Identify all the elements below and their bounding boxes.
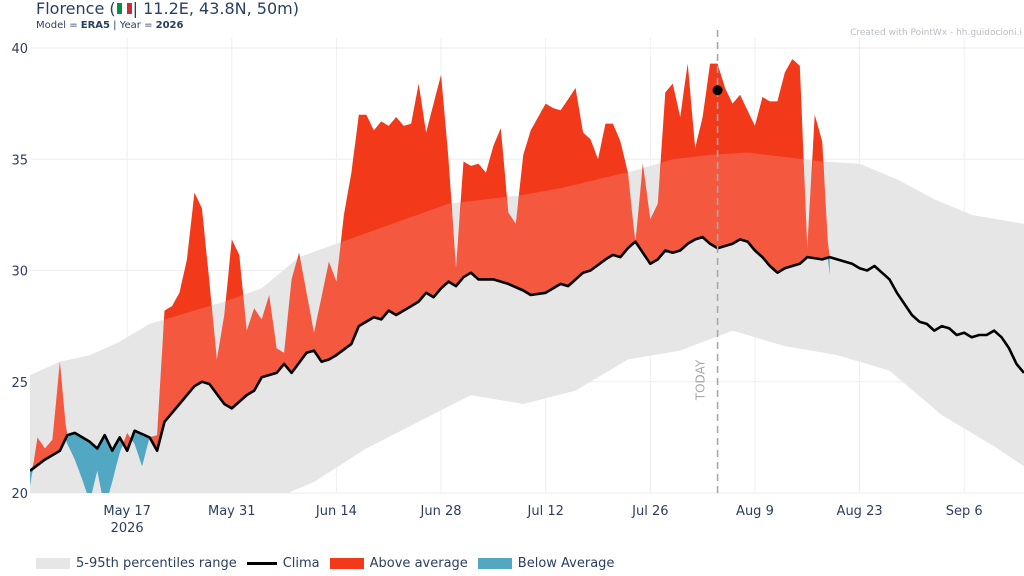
x-tick-label: Aug 9: [736, 504, 774, 519]
above-average-area: [30, 59, 830, 471]
x-tick-label: May 17: [103, 504, 151, 519]
y-tick-label: 20: [11, 487, 28, 502]
x-tick-sublabel: 2026: [111, 521, 144, 536]
below-average-area: [30, 237, 830, 493]
model-value: ERA5: [80, 20, 110, 31]
location-text: | 11.2E, 43.8N, 50m): [132, 0, 299, 18]
chart-title: Florence (| 11.2E, 43.8N, 50m): [36, 0, 299, 18]
clima-swatch: [246, 561, 277, 565]
italy-flag-icon: [116, 3, 132, 14]
today-label: TODAY: [694, 359, 708, 401]
legend-above-label: Above average: [369, 555, 468, 571]
above-swatch: [329, 557, 364, 569]
legend-item-above[interactable]: Above average: [329, 555, 468, 571]
legend-below-label: Below Average: [517, 555, 615, 571]
model-label: Model =: [36, 20, 81, 31]
y-tick-label: 35: [11, 153, 28, 168]
legend-band-label: 5-95th percentiles range: [76, 555, 237, 571]
legend-item-band[interactable]: 5-95th percentiles range: [36, 556, 237, 571]
legend-clima-label: Clima: [282, 555, 320, 571]
y-tick-label: 30: [11, 265, 28, 280]
place-name: Florence: [36, 0, 105, 18]
chart-subtitle: Model = ERA5 | Year = 2026: [36, 20, 183, 31]
x-tick-label: May 31: [208, 504, 256, 519]
clima-line: [30, 235, 1024, 472]
x-tick-label: Jul 26: [631, 504, 668, 519]
x-tick-label: Jul 12: [527, 504, 564, 519]
legend-item-clima[interactable]: Clima: [246, 555, 320, 571]
year-value: 2026: [155, 20, 184, 31]
x-tick-label: Jun 14: [315, 504, 357, 519]
x-tick-label: Aug 23: [837, 504, 883, 519]
y-tick-label: 25: [11, 376, 28, 391]
band-swatch: [36, 557, 70, 569]
year-label: | Year =: [110, 20, 156, 31]
y-tick-label: 40: [11, 42, 28, 57]
legend-item-below[interactable]: Below Average: [477, 555, 615, 571]
credit-text: Created with PointWx - hh.guidocioni.i: [850, 28, 1022, 38]
x-tick-label: Jun 28: [420, 504, 462, 519]
below-swatch: [477, 557, 512, 569]
today-point: [712, 85, 723, 96]
legend: 5-95th percentiles range Clima Above ave…: [36, 553, 624, 573]
above-percentile-overlay: [30, 152, 830, 471]
x-tick-label: Sep 6: [946, 504, 983, 519]
